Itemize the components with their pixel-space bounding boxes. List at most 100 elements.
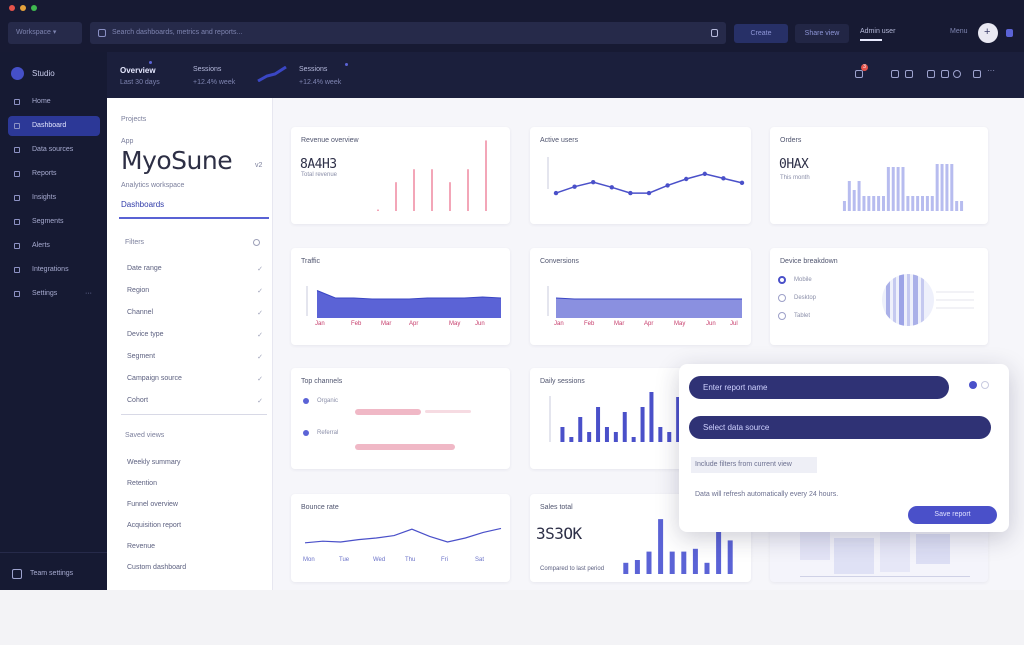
window-minimize-dot[interactable] — [20, 5, 26, 11]
page-title: Overview — [120, 66, 156, 75]
tab-dashboards[interactable]: Dashboards — [121, 200, 165, 209]
chart-bar — [634, 560, 640, 574]
chart-bar — [658, 427, 663, 442]
sidebar-item-data-sources[interactable]: Data sources — [8, 140, 100, 160]
filter-item-campaign[interactable]: Campaign source ✓ — [127, 375, 263, 383]
save-report-button[interactable]: Save report — [908, 506, 997, 524]
saved-view-item[interactable]: Revenue — [127, 543, 263, 550]
settings-icon[interactable] — [1006, 29, 1013, 37]
sidebar-item-segments[interactable]: Segments — [8, 212, 100, 232]
report-name-input[interactable]: Enter report name — [689, 376, 949, 399]
data-source-select[interactable]: Select data source — [689, 416, 991, 439]
search-placeholder: Search dashboards, metrics and reports..… — [112, 29, 243, 36]
sparkline-icon — [257, 66, 287, 82]
filter-icon[interactable] — [905, 70, 913, 78]
chart-bar — [886, 167, 890, 211]
sidebar-item-alerts[interactable]: Alerts — [8, 236, 100, 256]
saved-view-item[interactable]: Weekly summary — [127, 459, 263, 466]
toggle-icon[interactable] — [969, 381, 977, 389]
mic-icon[interactable] — [711, 29, 718, 37]
saved-view-label: Acquisition report — [127, 522, 182, 529]
toggle-icon-off[interactable] — [981, 381, 989, 389]
x-tick-label: Feb — [584, 321, 595, 327]
filter-item-channel[interactable]: Channel ✓ — [127, 309, 263, 317]
more-icon[interactable]: ··· — [987, 66, 995, 75]
filter-item-cohort[interactable]: Cohort ✓ — [127, 397, 263, 405]
sidebar-item-insights[interactable]: Insights — [8, 188, 100, 208]
chart-bar — [578, 417, 583, 442]
conversions-chart — [547, 286, 742, 318]
sidebar-item-dashboard[interactable]: Dashboard — [8, 116, 100, 136]
sidebar-item-label: Data sources — [32, 146, 74, 153]
card-conversions[interactable]: Conversions Jan Feb Mar Apr May Jun Jul — [530, 248, 751, 345]
sidebar-item-label: Dashboard — [32, 122, 67, 129]
user-icon[interactable] — [953, 70, 961, 78]
saved-view-item[interactable]: Acquisition report — [127, 522, 263, 529]
saved-view-item[interactable]: Retention — [127, 480, 263, 487]
clock-icon[interactable] — [253, 239, 260, 246]
device-pie-chart — [882, 274, 974, 326]
filter-item-region[interactable]: Region ✓ — [127, 287, 263, 295]
card-active-users[interactable]: Active users — [530, 127, 751, 224]
share-icon[interactable] — [941, 70, 949, 78]
sidebar-item-integrations[interactable]: Integrations — [8, 260, 100, 280]
chart-point — [572, 184, 577, 189]
chart-bar — [940, 164, 944, 211]
user-menu[interactable]: Menu — [950, 28, 968, 35]
saved-view-item[interactable]: Funnel overview — [127, 501, 263, 508]
x-tick-label: May — [449, 321, 461, 327]
card-orders[interactable]: Orders 0HAX This month — [770, 127, 988, 224]
search-input[interactable]: Search dashboards, metrics and reports..… — [90, 22, 726, 44]
brand-logo-icon — [11, 67, 24, 80]
sidebar-item-settings[interactable]: Settings ··· — [8, 284, 100, 304]
sidebar-item-label: Alerts — [32, 242, 50, 249]
sidebar-item-home[interactable]: Home — [8, 92, 100, 112]
avatar[interactable]: + — [978, 23, 998, 43]
sidebar-item-reports[interactable]: Reports — [8, 164, 100, 184]
card-top-channels[interactable]: Top channels Organic Referral — [291, 368, 510, 469]
top-bar: Workspace ▾ Search dashboards, metrics a… — [0, 0, 1024, 52]
chart-bar — [646, 551, 652, 574]
download-icon[interactable] — [927, 70, 935, 78]
trend-value: +12.4% week — [299, 79, 342, 86]
refresh-icon[interactable] — [891, 70, 899, 78]
filter-item-date-range[interactable]: Date range ✓ — [127, 265, 263, 273]
card-bounce-rate[interactable]: Bounce rate Mon Tue Wed Thu Fri Sat — [291, 494, 510, 582]
breadcrumb[interactable]: Projects — [121, 116, 147, 123]
sidebar-item-label: Home — [32, 98, 51, 105]
window-maximize-dot[interactable] — [31, 5, 37, 11]
saved-view-item[interactable]: Custom dashboard — [127, 564, 263, 571]
create-button[interactable]: Create — [734, 24, 788, 43]
project-badge: v2 — [255, 162, 263, 169]
chart-bar — [395, 182, 397, 211]
sidebar-item-label: Settings — [32, 290, 58, 297]
traffic-chart — [306, 286, 502, 318]
home-icon — [14, 99, 20, 105]
window-close-dot[interactable] — [9, 5, 15, 11]
card-device-breakdown[interactable]: Device breakdown Mobile Desktop Tablet — [770, 248, 988, 345]
x-tick-label: Wed — [373, 557, 386, 563]
card-traffic[interactable]: Traffic Jan Feb Mar Apr May Jun — [291, 248, 510, 345]
share-view-button[interactable]: Share view — [795, 24, 849, 43]
more-icon[interactable]: ··· — [85, 290, 92, 297]
bell-icon[interactable] — [855, 70, 863, 78]
chart-bar — [921, 196, 925, 211]
include-filters-option[interactable]: Include filters from current view — [695, 461, 792, 468]
sidebar-footer[interactable]: Team settings — [30, 570, 74, 577]
chart-area — [556, 298, 742, 318]
chart-bar — [681, 551, 687, 574]
filter-item-device[interactable]: Device type ✓ — [127, 331, 263, 339]
decorative-block — [880, 532, 910, 572]
card-title: Daily sessions — [540, 378, 585, 385]
chart-point — [591, 180, 596, 185]
x-tick-label: May — [674, 321, 686, 327]
filter-item-segment[interactable]: Segment ✓ — [127, 353, 263, 361]
channel-label: Referral — [317, 430, 339, 436]
chevron-icon: ✓ — [257, 332, 263, 339]
grid-icon[interactable] — [973, 70, 981, 78]
card-revenue[interactable]: Revenue overview 8A4H3 Total revenue — [291, 127, 510, 224]
workspace-selector[interactable]: Workspace ▾ — [8, 22, 82, 44]
lightbulb-icon — [14, 195, 20, 201]
database-icon — [14, 147, 20, 153]
chart-bar — [911, 196, 915, 211]
